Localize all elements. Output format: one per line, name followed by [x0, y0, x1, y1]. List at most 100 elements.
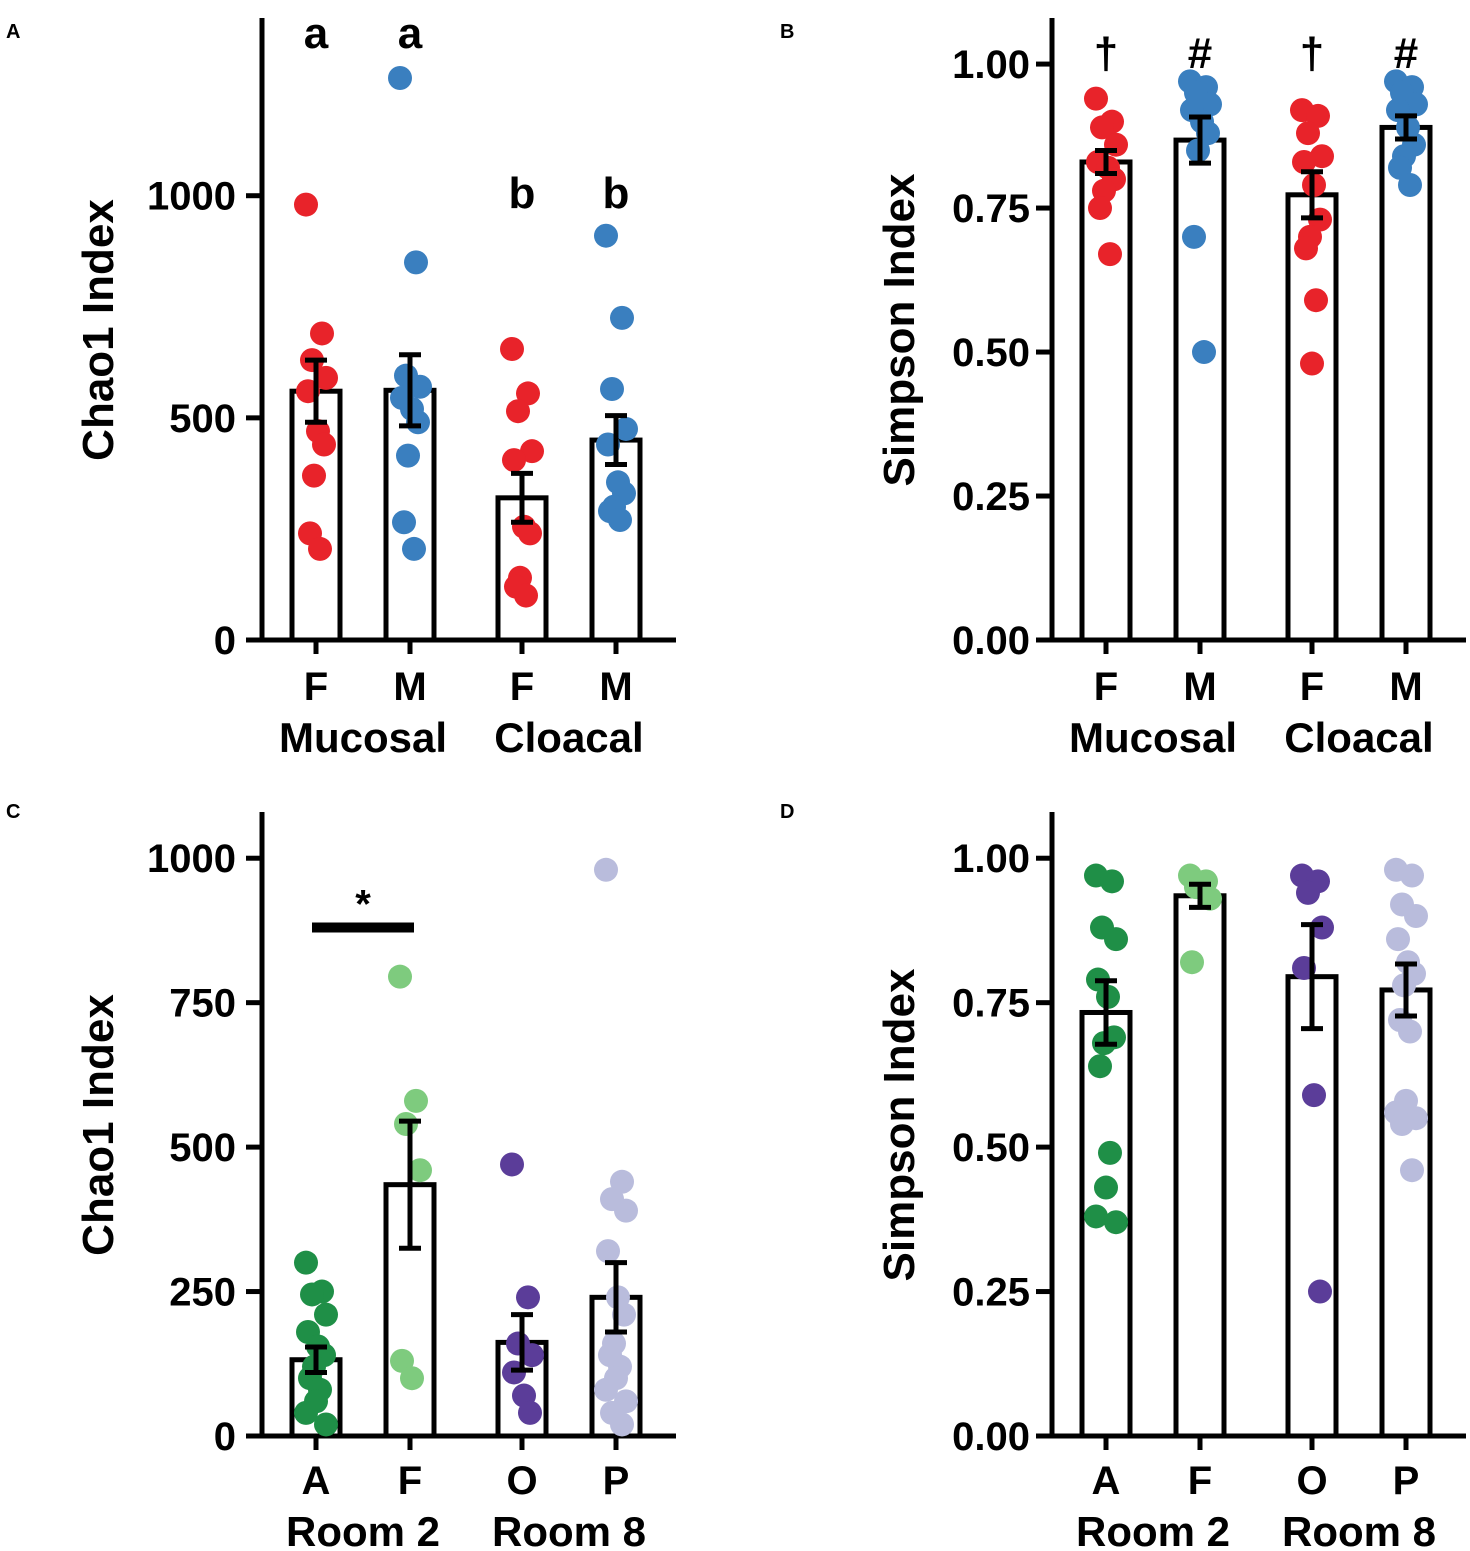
y-tick-label: 0.00: [952, 1415, 1030, 1459]
significance-annotation: #: [1394, 29, 1418, 78]
data-point: [300, 1282, 324, 1307]
significance-annotation: #: [1188, 29, 1212, 78]
category-label: O: [506, 1459, 537, 1503]
panel-label: A: [6, 21, 20, 43]
data-point: [1292, 149, 1316, 174]
data-point: [1400, 863, 1424, 888]
y-tick-label: 500: [169, 1126, 236, 1170]
group-label: Mucosal: [1069, 714, 1237, 761]
category-label: M: [1183, 665, 1216, 709]
data-point: [518, 521, 542, 546]
data-point: [516, 1285, 540, 1310]
data-point: [1386, 927, 1410, 952]
group-label: Cloacal: [494, 714, 643, 761]
category-label: F: [398, 1459, 422, 1503]
y-tick-label: 1000: [147, 175, 236, 219]
data-point: [594, 223, 618, 248]
data-point: [608, 508, 632, 533]
y-tick-label: 0.00: [952, 619, 1030, 663]
data-point: [1398, 173, 1422, 198]
significance-annotation: b: [603, 169, 630, 218]
data-point: [1098, 1140, 1122, 1165]
category-label: A: [1092, 1459, 1121, 1503]
category-label: F: [1300, 665, 1324, 709]
data-point: [1084, 1204, 1108, 1229]
data-point: [402, 536, 426, 561]
data-point: [1294, 236, 1318, 261]
group-label: Cloacal: [1284, 714, 1433, 761]
data-point: [388, 964, 412, 989]
y-tick-label: 0.75: [952, 187, 1030, 231]
bar-4: [589, 437, 643, 643]
category-label: O: [1296, 1459, 1327, 1503]
y-tick-label: 0.25: [952, 475, 1030, 519]
y-tick-label: 0.75: [952, 982, 1030, 1026]
data-point: [1304, 288, 1328, 313]
y-tick-label: 0.50: [952, 1126, 1030, 1170]
y-tick-label: 1.00: [952, 837, 1030, 881]
panel-b: B Simpson Index 0.00 0.25 0.50 0.75 1.00 F † M # F †…: [780, 18, 1466, 761]
data-point: [394, 1112, 418, 1136]
data-point: [408, 1158, 432, 1183]
data-point: [594, 857, 618, 882]
data-point: [1398, 1019, 1422, 1044]
bar-3: [1285, 974, 1339, 1439]
data-point: [314, 365, 338, 390]
data-point: [1198, 886, 1222, 911]
data-point: [1088, 196, 1112, 221]
panel-label: C: [6, 801, 20, 823]
data-point: [518, 1400, 542, 1425]
data-point: [594, 1377, 618, 1402]
data-point: [596, 1239, 620, 1264]
data-point: [516, 381, 540, 406]
significance-annotation: a: [304, 9, 329, 58]
data-point: [302, 463, 326, 488]
data-point: [1084, 86, 1108, 111]
y-tick-label: 0.25: [952, 1271, 1030, 1315]
data-point: [1296, 880, 1320, 905]
data-point: [610, 1169, 634, 1194]
data-point: [400, 1366, 424, 1391]
data-point: [1310, 144, 1334, 169]
data-point: [294, 1250, 318, 1275]
group-label: Mucosal: [279, 714, 447, 761]
data-point: [506, 399, 530, 424]
significance-annotation: †: [1094, 29, 1118, 78]
bar-2: [1173, 137, 1227, 643]
y-tick-label: 750: [169, 982, 236, 1026]
data-point: [312, 432, 336, 457]
data-point: [408, 374, 432, 399]
data-point: [1088, 1054, 1112, 1079]
data-point: [390, 1348, 414, 1373]
data-point: [314, 1302, 338, 1327]
bar-4: [1379, 987, 1433, 1439]
data-point: [404, 1088, 428, 1113]
data-point: [310, 321, 334, 346]
y-tick-label: 1.00: [952, 43, 1030, 87]
data-point: [1104, 1210, 1128, 1235]
group-label: Room 2: [286, 1508, 440, 1551]
y-tick-label: 1000: [147, 837, 236, 881]
data-point: [600, 376, 624, 401]
data-point: [1310, 915, 1334, 940]
significance-annotation: a: [398, 9, 423, 58]
data-point: [1094, 1175, 1118, 1200]
y-tick-label: 500: [169, 397, 236, 441]
data-point: [1180, 950, 1204, 975]
data-point: [500, 1152, 524, 1177]
data-point: [294, 1400, 318, 1425]
data-point: [614, 416, 638, 441]
data-point: [614, 1198, 638, 1223]
data-point: [1098, 242, 1122, 267]
category-label: F: [304, 665, 328, 709]
y-tick-label: 0.50: [952, 331, 1030, 375]
data-point: [314, 1412, 338, 1437]
bar-4: [1379, 124, 1433, 643]
y-axis-label: Simpson Index: [875, 173, 924, 486]
group-label: Room 2: [1076, 1508, 1230, 1551]
category-label: A: [302, 1459, 331, 1503]
category-label: M: [1389, 665, 1422, 709]
bar-1: [1079, 159, 1133, 643]
data-point: [520, 1343, 544, 1368]
data-point: [1400, 1158, 1424, 1183]
